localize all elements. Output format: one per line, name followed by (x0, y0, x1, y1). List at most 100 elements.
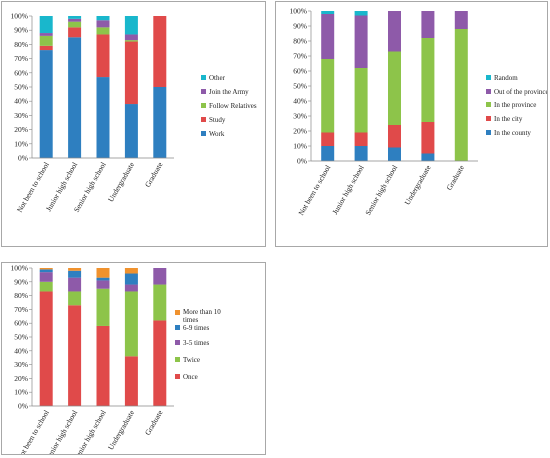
y-tick-label: 90% (14, 277, 28, 286)
bar-segment-work (39, 50, 53, 158)
y-tick-label: 100% (11, 12, 29, 21)
y-tick-label: 80% (14, 40, 28, 49)
legend-label: Study (209, 116, 226, 124)
x-tick-label: Graduate (444, 163, 466, 192)
bar-segment-in-the-province (454, 29, 468, 161)
bar-segment-join-the-army (96, 20, 110, 28)
bar-segment-random (354, 11, 368, 16)
bar-segment-random (321, 11, 335, 14)
y-tick-label: 10% (14, 388, 28, 397)
legend-label: More than 10 times (183, 308, 221, 324)
y-tick-label: 30% (14, 111, 28, 120)
y-tick-label: 50% (14, 333, 28, 342)
chart-svg: 0%10%20%30%40%50%60%70%80%90%100%Not bee… (11, 12, 257, 214)
bar-segment-work (96, 77, 110, 158)
y-tick-label: 50% (14, 83, 28, 92)
legend-label: Random (494, 74, 518, 82)
chart-panel-migration-destination: 0% 10% 20% 30% 40% 50% 60% 70% 80% 90% 100% Not bee… (275, 1, 548, 247)
legend-label: Twice (183, 356, 200, 364)
bar-segment-twice (153, 284, 167, 321)
bar-segment-in-the-county (321, 146, 335, 161)
y-tick-label: 70% (14, 54, 28, 63)
bar-segment-more-than-10-times (124, 268, 138, 274)
legend-label: Work (209, 130, 225, 138)
x-tick-label: Not been to school (15, 409, 51, 455)
bar-segment-study (153, 16, 167, 87)
bar-segment-out-of-the-province (421, 11, 435, 38)
legend-swatch-other (201, 75, 206, 80)
bar-segment-6-9-times (39, 269, 53, 273)
legend-label: In the county (494, 129, 531, 137)
y-tick-label: 10% (293, 142, 307, 151)
bar-segment-more-than-10-times (96, 268, 110, 278)
legend-swatch-work (201, 131, 206, 136)
bar-segment-other (68, 16, 82, 19)
legend-label: Once (183, 373, 198, 381)
bar-segment-3-5-times (68, 277, 82, 292)
bar-segment-twice (68, 291, 82, 306)
bar-segment-once (39, 291, 53, 406)
bar-segment-study (96, 34, 110, 78)
y-tick-label: 50% (293, 82, 307, 91)
y-tick-label: 40% (14, 346, 28, 355)
x-tick-label: Undergraduate (106, 408, 136, 452)
legend-swatch-once (175, 374, 180, 379)
bar-segment-in-the-province (321, 59, 335, 133)
y-tick-label: 70% (14, 305, 28, 314)
bar-segment-out-of-the-province (321, 14, 335, 59)
y-tick-label: 70% (293, 52, 307, 61)
y-tick-label: 0% (18, 154, 28, 163)
legend-swatch-more-than-10-times (175, 310, 180, 315)
legend-swatch-in-the-county (486, 130, 491, 135)
y-tick-label: 30% (14, 360, 28, 369)
y-tick-label: 60% (293, 67, 307, 76)
bar-segment-6-9-times (124, 273, 138, 285)
legend-label: Out of the province (494, 88, 547, 96)
legend-swatch-out-of-the-province (486, 89, 491, 94)
y-tick-label: 20% (293, 127, 307, 136)
bar-segment-in-the-county (354, 146, 368, 161)
y-tick-label: 60% (14, 319, 28, 328)
bar-segment-twice (124, 291, 138, 357)
bar-segment-3-5-times (39, 272, 53, 282)
y-tick-label: 0% (297, 157, 307, 166)
legend-label: Follow Relatives (209, 102, 257, 110)
y-tick-label: 80% (14, 291, 28, 300)
y-tick-label: 10% (14, 139, 28, 148)
bar-segment-6-9-times (68, 270, 82, 278)
bar-segment-in-the-county (388, 147, 401, 161)
bar-segment-once (96, 325, 110, 406)
x-tick-label: Graduate (143, 408, 165, 437)
bar-segment-in-the-city (354, 132, 368, 146)
bar-segment-in-the-county (421, 153, 435, 161)
bar-segment-out-of-the-province (354, 15, 368, 68)
bar-segment-twice (96, 288, 110, 326)
legend-swatch-twice (175, 357, 180, 362)
x-tick-label: Undergraduate (106, 160, 136, 204)
bar-segment-in-the-province (421, 38, 435, 122)
legend-swatch-in-the-province (486, 102, 491, 107)
legend-label: 3-5 times (183, 339, 210, 347)
y-tick-label: 30% (293, 112, 307, 121)
y-tick-label: 0% (18, 402, 28, 411)
bar-segment-work (124, 104, 138, 158)
bar-segment-3-5-times (153, 268, 167, 285)
legend-label: 6-9 times (183, 324, 210, 332)
legend-swatch-follow-relatives (201, 103, 206, 108)
y-tick-label: 40% (14, 97, 28, 106)
bar-segment-other (96, 16, 110, 21)
y-tick-label: 20% (14, 374, 28, 383)
bar-segment-join-the-army (124, 34, 138, 41)
bar-segment-in-the-city (321, 132, 335, 146)
bar-segment-join-the-army (39, 33, 53, 36)
bar-segment-3-5-times (124, 284, 138, 292)
bar-segment-6-9-times (96, 277, 110, 281)
bar-segment-3-5-times (96, 280, 110, 289)
bar-segment-in-the-city (388, 125, 401, 148)
bar-segment-study (124, 41, 138, 105)
legend-swatch-6-9-times (175, 325, 180, 330)
bar-segment-more-than-10-times (39, 268, 53, 270)
bar-segment-in-the-province (354, 68, 368, 133)
bar-segment-out-of-the-province (388, 11, 401, 52)
x-tick-label: Senior high school (363, 164, 399, 217)
